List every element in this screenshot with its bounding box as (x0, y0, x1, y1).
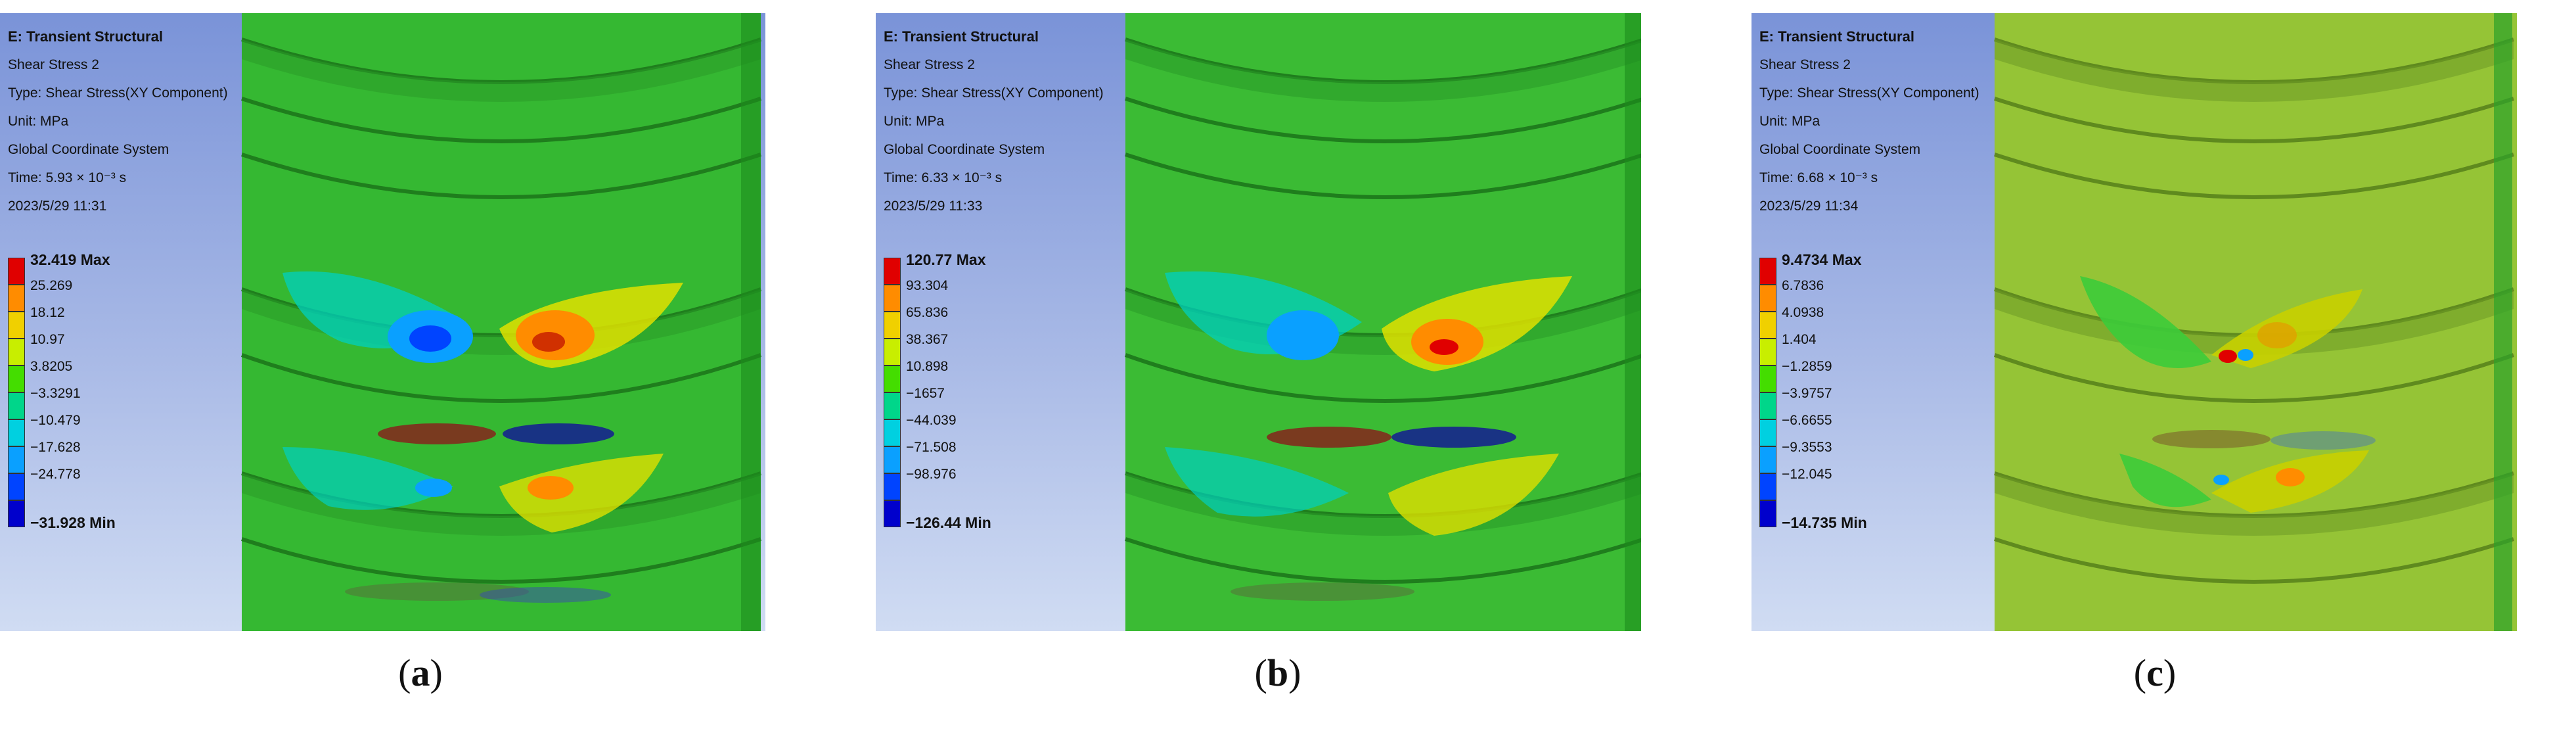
model-contour-view[interactable] (0, 13, 765, 631)
legend-value-label: −10.479 (30, 413, 81, 428)
legend-swatch (884, 366, 901, 392)
result-name: Shear Stress 2 (8, 57, 99, 72)
legend-max-label: 32.419 Max (30, 251, 110, 268)
legend-swatch (884, 258, 901, 285)
legend-value-label: 10.898 (906, 359, 949, 374)
legend-swatch (8, 339, 25, 366)
legend-swatch (8, 392, 25, 419)
legend-value-label: −1657 (906, 386, 945, 401)
result-unit: Unit: MPa (8, 114, 69, 129)
legend-value-label: 3.8205 (30, 359, 73, 374)
legend-value-label: 25.269 (30, 278, 73, 293)
legend-min-label: −14.735 Min (1782, 514, 1867, 531)
legend-max-label: 9.4734 Max (1782, 251, 1862, 268)
legend-swatch (8, 500, 25, 527)
legend-value-label: −24.778 (30, 467, 81, 482)
viewport-panel-c[interactable]: E: Transient Structural Shear Stress 2 T… (1751, 13, 2517, 631)
legend-value-label: −12.045 (1782, 467, 1832, 482)
legend-swatch (8, 285, 25, 312)
legend-value-label: −9.3553 (1782, 440, 1832, 455)
legend-swatch (884, 285, 901, 312)
result-name: Shear Stress 2 (1759, 57, 1851, 72)
legend-swatch (8, 446, 25, 473)
legend-swatch (1759, 473, 1776, 500)
legend-value-label: 4.0938 (1782, 305, 1824, 320)
legend-value-label: −98.976 (906, 467, 957, 482)
legend-swatch (884, 419, 901, 446)
result-time: Time: 6.68 × 10⁻³ s (1759, 170, 1878, 185)
legend-value-label: 1.404 (1782, 332, 1817, 347)
legend-value-label: −3.3291 (30, 386, 81, 401)
legend-swatch (884, 392, 901, 419)
legend-swatch (8, 366, 25, 392)
legend-max-label: 120.77 Max (906, 251, 986, 268)
legend-value-label: 65.836 (906, 305, 949, 320)
result-type: Type: Shear Stress(XY Component) (1759, 85, 1979, 101)
legend-swatch (8, 419, 25, 446)
legend-value-label: −3.9757 (1782, 386, 1832, 401)
result-date: 2023/5/29 11:33 (884, 199, 983, 214)
viewport-panel-b[interactable]: E: Transient Structural Shear Stress 2 T… (876, 13, 1641, 631)
legend-value-label: 18.12 (30, 305, 65, 320)
legend-value-label: −71.508 (906, 440, 957, 455)
result-unit: Unit: MPa (1759, 114, 1820, 129)
legend-value-label: −1.2859 (1782, 359, 1832, 374)
result-info-block: E: Transient Structural Shear Stress 2 T… (1759, 22, 1979, 220)
caption-letter: a (411, 651, 430, 694)
result-info-block: E: Transient Structural Shear Stress 2 T… (884, 22, 1104, 220)
analysis-title: E: Transient Structural (884, 28, 1039, 45)
result-date: 2023/5/29 11:34 (1759, 199, 1859, 214)
caption-c: (c) (2133, 651, 2177, 694)
legend-swatch (1759, 285, 1776, 312)
legend-value-label: −6.6655 (1782, 413, 1832, 428)
model-contour-view[interactable] (1751, 13, 2517, 631)
analysis-title: E: Transient Structural (8, 28, 163, 45)
legend-min-label: −126.44 Min (906, 514, 991, 531)
legend-swatch (1759, 446, 1776, 473)
result-name: Shear Stress 2 (884, 57, 975, 72)
result-time: Time: 6.33 × 10⁻³ s (884, 170, 1003, 185)
legend-swatch (884, 312, 901, 339)
legend-value-label: 10.97 (30, 332, 65, 347)
coordinate-system: Global Coordinate System (8, 142, 169, 157)
legend-swatch (8, 473, 25, 500)
analysis-title: E: Transient Structural (1759, 28, 1914, 45)
result-type: Type: Shear Stress(XY Component) (8, 85, 228, 101)
coordinate-system: Global Coordinate System (884, 142, 1045, 157)
legend-swatch (884, 473, 901, 500)
legend-swatch (884, 339, 901, 366)
coordinate-system: Global Coordinate System (1759, 142, 1921, 157)
legend-swatch (8, 258, 25, 285)
model-contour-view[interactable] (876, 13, 1641, 631)
caption-b: (b) (1254, 651, 1301, 694)
legend-swatch (1759, 500, 1776, 527)
result-type: Type: Shear Stress(XY Component) (884, 85, 1104, 101)
legend-swatch (8, 312, 25, 339)
viewport-panel-a[interactable]: E: Transient Structural Shear Stress 2 T… (0, 13, 765, 631)
legend-swatch (1759, 258, 1776, 285)
legend-swatch (1759, 419, 1776, 446)
legend-value-label: 38.367 (906, 332, 949, 347)
legend-swatch (1759, 312, 1776, 339)
legend-swatch (884, 446, 901, 473)
result-date: 2023/5/29 11:31 (8, 199, 107, 214)
legend-value-label: −17.628 (30, 440, 81, 455)
result-unit: Unit: MPa (884, 114, 945, 129)
legend-swatch (884, 500, 901, 527)
legend-swatch (1759, 392, 1776, 419)
result-info-block: E: Transient Structural Shear Stress 2 T… (8, 22, 228, 220)
legend-swatch (1759, 366, 1776, 392)
caption-a: (a) (398, 651, 443, 694)
caption-letter: c (2146, 651, 2163, 694)
legend-swatch (1759, 339, 1776, 366)
legend-min-label: −31.928 Min (30, 514, 116, 531)
caption-letter: b (1267, 651, 1289, 694)
legend-value-label: 93.304 (906, 278, 949, 293)
legend-value-label: 6.7836 (1782, 278, 1824, 293)
result-time: Time: 5.93 × 10⁻³ s (8, 170, 127, 185)
legend-value-label: −44.039 (906, 413, 957, 428)
